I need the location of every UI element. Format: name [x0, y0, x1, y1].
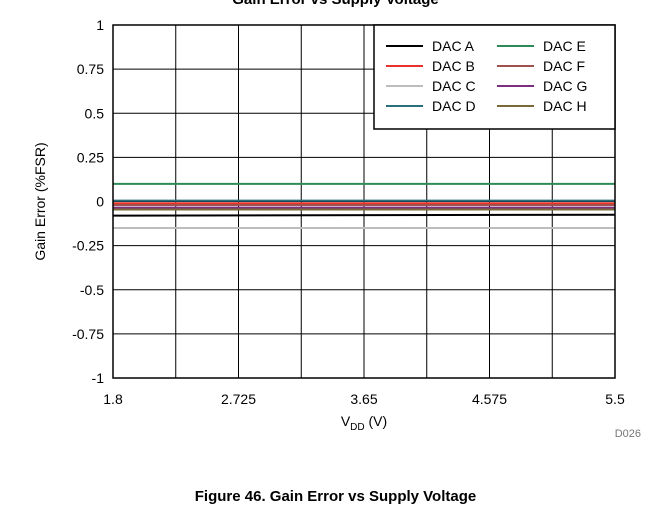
legend-label: DAC H [543, 98, 587, 114]
legend-label: DAC B [432, 58, 475, 74]
figure-code-label: D026 [615, 428, 641, 440]
x-tick-label: 1.8 [103, 391, 123, 407]
x-axis-title-main: V [341, 413, 351, 429]
y-tick-label: 0.25 [77, 149, 104, 165]
legend-label: DAC C [432, 78, 476, 94]
legend-label: DAC D [432, 98, 476, 114]
legend: DAC A DAC B DAC C DAC D DAC E DAC F DAC G DAC H [373, 24, 616, 130]
page-header-title: Gain Error vs Supply Voltage [0, 0, 671, 8]
x-tick-label: 4.575 [472, 391, 507, 407]
figure-caption: Figure 46. Gain Error vs Supply Voltage [194, 488, 477, 505]
y-tick-label: -0.5 [80, 282, 104, 298]
y-axis-title: Gain Error (%FSR) [32, 142, 48, 260]
x-axis-title-subscript: DD [350, 422, 364, 433]
x-tick-label: 2.725 [221, 391, 256, 407]
series-lines [112, 182, 616, 229]
x-tick-label: 3.65 [350, 391, 377, 407]
x-tick-label: 5.5 [605, 391, 625, 407]
y-tick-label: -1 [92, 370, 105, 386]
y-tick-label: 1 [96, 17, 104, 33]
x-axis-title-unit: (V) [365, 413, 388, 429]
legend-label: DAC F [543, 58, 585, 74]
y-tick-label: 0 [96, 194, 104, 210]
y-tick-label: -0.75 [72, 326, 104, 342]
legend-label: DAC A [432, 38, 475, 54]
x-axis-title: VDD (V) [341, 413, 387, 433]
x-axis-tick-labels: 1.8 2.725 3.65 4.575 5.5 [103, 391, 625, 407]
series-line-dac-a [112, 213, 616, 217]
y-tick-label: 0.5 [85, 105, 105, 121]
legend-label: DAC G [543, 78, 587, 94]
y-tick-label: -0.25 [72, 238, 104, 254]
y-axis-tick-labels: 1 0.75 0.5 0.25 0 -0.25 -0.5 -0.75 -1 [72, 17, 104, 386]
plot-area-frame [112, 24, 616, 379]
y-tick-label: 0.75 [77, 61, 104, 77]
legend-box [373, 24, 616, 130]
line-chart: 1 0.75 0.5 0.25 0 -0.25 -0.5 -0.75 -1 1.8 2.725 3.… [32, 17, 641, 440]
legend-label: DAC E [543, 38, 586, 54]
